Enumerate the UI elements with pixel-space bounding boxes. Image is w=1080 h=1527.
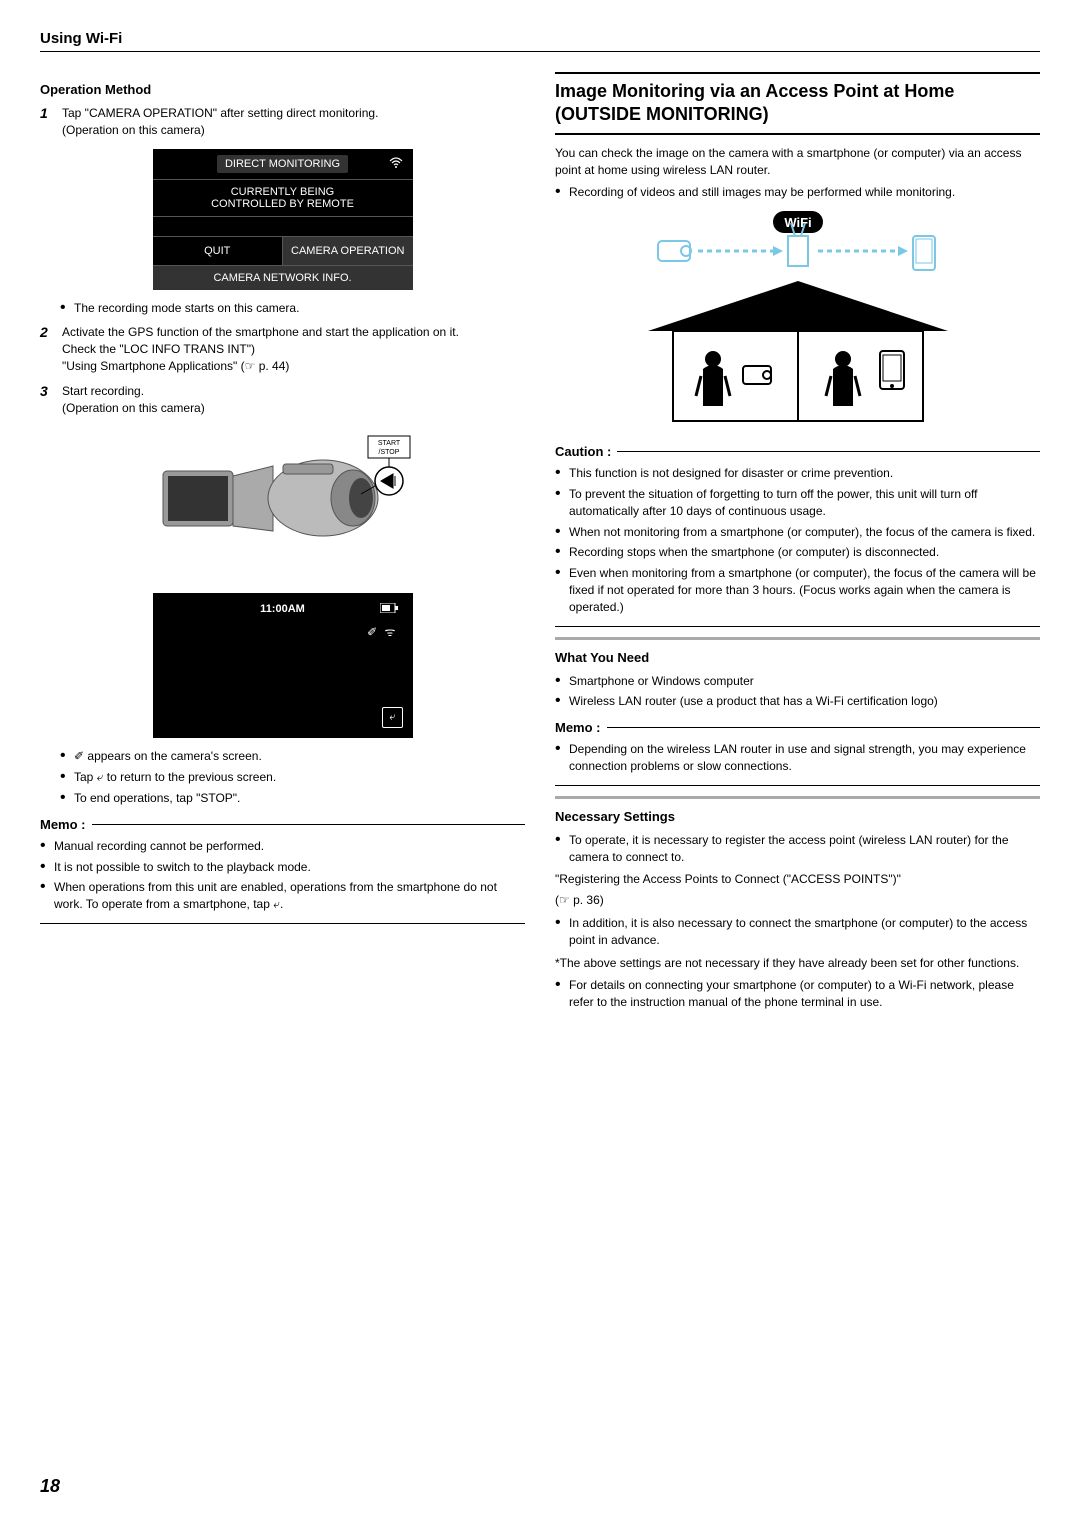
caution-b5: Even when monitoring from a smartphone (…	[555, 565, 1040, 615]
step-2-body: Activate the GPS function of the smartph…	[62, 324, 525, 374]
step-3-num: 3	[40, 383, 62, 417]
page-number: 18	[40, 1476, 60, 1497]
step-2-sub2: "Using Smartphone Applications" (☞ p. 44…	[62, 359, 289, 373]
operation-method-title: Operation Method	[40, 82, 525, 97]
camera-network-info-button[interactable]: CAMERA NETWORK INFO.	[153, 265, 413, 290]
direct-monitoring-screen: DIRECT MONITORING CURRENTLY BEING CONTRO…	[153, 149, 413, 290]
step-1-text: Tap "CAMERA OPERATION" after setting dir…	[62, 106, 378, 120]
startstop-label-2: /STOP	[378, 449, 399, 456]
memo-end-rule	[40, 923, 525, 924]
memo-bullets: Manual recording cannot be performed. It…	[40, 838, 525, 913]
dm-line1: CURRENTLY BEING	[157, 186, 409, 198]
rec-status-icons: ✐ ᯤ	[367, 623, 397, 640]
step1-bullets: The recording mode starts on this camera…	[60, 300, 525, 317]
memo2-rule	[607, 727, 1041, 728]
caution-end-rule	[555, 626, 1040, 627]
header-title: Using Wi-Fi	[40, 30, 1040, 47]
dm-title: DIRECT MONITORING	[217, 155, 348, 173]
settings-p1: "Registering the Access Points to Connec…	[555, 871, 1040, 888]
need-b1: Smartphone or Windows computer	[555, 673, 1040, 690]
header-rule	[40, 51, 1040, 52]
dm-button-row: QUIT CAMERA OPERATION	[153, 236, 413, 265]
memo-b1: Manual recording cannot be performed.	[40, 838, 525, 855]
memo2-bullets: Depending on the wireless LAN router in …	[555, 741, 1040, 775]
memo2-end-rule	[555, 785, 1040, 786]
memo2-heading: Memo :	[555, 720, 1040, 735]
dm-spacer	[153, 216, 413, 236]
caution-b2: To prevent the situation of forgetting t…	[555, 486, 1040, 520]
step-1-body: Tap "CAMERA OPERATION" after setting dir…	[62, 105, 525, 139]
caution-bullets: This function is not designed for disast…	[555, 465, 1040, 615]
quit-button[interactable]: QUIT	[153, 237, 283, 265]
rec-time: 11:00AM	[260, 603, 305, 615]
step3-bullet-2: Tap ⤶ to return to the previous screen.	[60, 769, 525, 786]
settings-bullets-3: For details on connecting your smartphon…	[555, 977, 1040, 1011]
step-3-body: Start recording. (Operation on this came…	[62, 383, 525, 417]
memo2-b1: Depending on the wireless LAN router in …	[555, 741, 1040, 775]
caution-rule	[617, 451, 1040, 452]
step-3: 3 Start recording. (Operation on this ca…	[40, 383, 525, 417]
caution-b4: Recording stops when the smartphone (or …	[555, 544, 1040, 561]
step1-bullet-1: The recording mode starts on this camera…	[60, 300, 525, 317]
caution-b3: When not monitoring from a smartphone (o…	[555, 524, 1040, 541]
left-column: Operation Method 1 Tap "CAMERA OPERATION…	[40, 72, 525, 1017]
step-3-text: Start recording.	[62, 384, 144, 398]
intro-bullets: Recording of videos and still images may…	[555, 184, 1040, 201]
need-bullets: Smartphone or Windows computer Wireless …	[555, 673, 1040, 711]
settings-p2: (☞ p. 36)	[555, 892, 1040, 909]
memo-rule	[92, 824, 526, 825]
right-column: Image Monitoring via an Access Point at …	[555, 72, 1040, 1017]
camera-svg: START /STOP	[143, 426, 423, 586]
memo-heading: Memo :	[40, 817, 525, 832]
main-title: Image Monitoring via an Access Point at …	[555, 72, 1040, 135]
step-2-text: Activate the GPS function of the smartph…	[62, 325, 459, 339]
settings-b3: For details on connecting your smartphon…	[555, 977, 1040, 1011]
what-you-need-title: What You Need	[555, 650, 1040, 665]
house-diagram: WiFi	[618, 211, 978, 434]
grey-rule-1	[555, 637, 1040, 640]
grey-rule-2	[555, 796, 1040, 799]
intro-b1: Recording of videos and still images may…	[555, 184, 1040, 201]
memo-label: Memo :	[40, 817, 86, 832]
need-b2: Wireless LAN router (use a product that …	[555, 693, 1040, 710]
page-header: Using Wi-Fi	[40, 30, 1040, 52]
back-button[interactable]: ⤶	[382, 707, 402, 728]
memo-b3: When operations from this unit are enabl…	[40, 879, 525, 913]
startstop-label-1: START	[377, 440, 400, 447]
wifi-badge-text: WiFi	[784, 215, 811, 230]
caution-b1: This function is not designed for disast…	[555, 465, 1040, 482]
step-3-sub: (Operation on this camera)	[62, 401, 205, 415]
memo2-label: Memo :	[555, 720, 601, 735]
settings-b2: In addition, it is also necessary to con…	[555, 915, 1040, 949]
necessary-settings-title: Necessary Settings	[555, 809, 1040, 824]
recording-screen: 11:00AM ✐ ᯤ ⤶	[153, 593, 413, 738]
step-1-sub: (Operation on this camera)	[62, 123, 205, 137]
step-1-num: 1	[40, 105, 62, 139]
settings-note: *The above settings are not necessary if…	[555, 955, 1040, 972]
battery-icon	[380, 603, 398, 616]
settings-bullets-2: In addition, it is also necessary to con…	[555, 915, 1040, 949]
memo-b2: It is not possible to switch to the play…	[40, 859, 525, 876]
step-2-sub1: Check the "LOC INFO TRANS INT")	[62, 342, 255, 356]
settings-b1: To operate, it is necessary to register …	[555, 832, 1040, 866]
caution-heading: Caution :	[555, 444, 1040, 459]
intro-text: You can check the image on the camera wi…	[555, 145, 1040, 179]
step3-bullets: ✐ appears on the camera's screen. Tap ⤶ …	[60, 748, 525, 806]
camera-illustration: START /STOP 11:00AM ✐ ᯤ ⤶	[143, 426, 423, 738]
step-1: 1 Tap "CAMERA OPERATION" after setting d…	[40, 105, 525, 139]
step-2-num: 2	[40, 324, 62, 374]
content-columns: Operation Method 1 Tap "CAMERA OPERATION…	[40, 72, 1040, 1017]
step3-bullet-1: ✐ appears on the camera's screen.	[60, 748, 525, 765]
camera-operation-button[interactable]: CAMERA OPERATION	[282, 237, 413, 265]
step3-bullet-3: To end operations, tap "STOP".	[60, 790, 525, 807]
dm-line2: CONTROLLED BY REMOTE	[157, 198, 409, 210]
caution-label: Caution :	[555, 444, 611, 459]
settings-bullets-1: To operate, it is necessary to register …	[555, 832, 1040, 866]
step-2: 2 Activate the GPS function of the smart…	[40, 324, 525, 374]
dm-status: CURRENTLY BEING CONTROLLED BY REMOTE	[153, 179, 413, 216]
wifi-icon	[389, 157, 403, 172]
